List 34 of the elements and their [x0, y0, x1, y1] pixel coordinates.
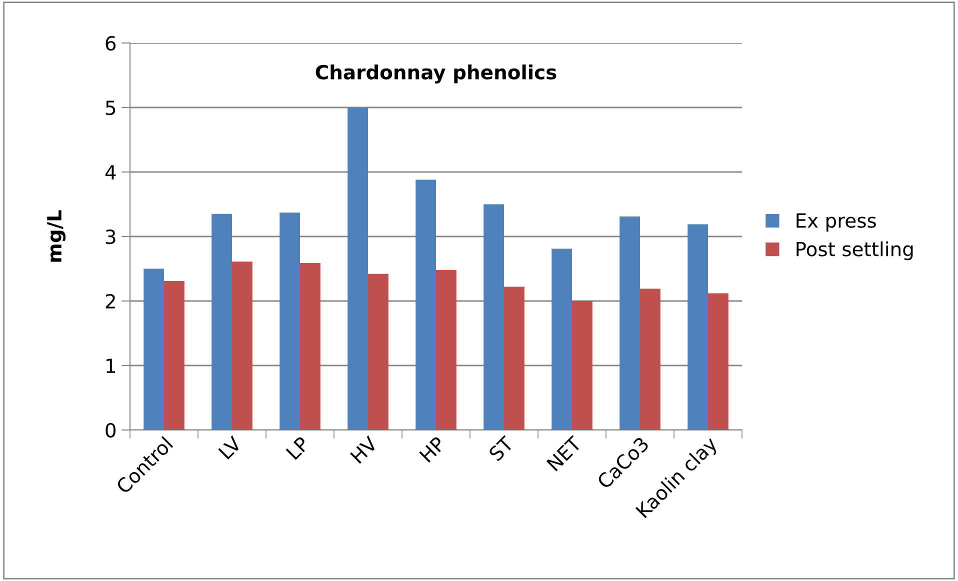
bar	[620, 216, 640, 430]
text: Chardonnay phenolics	[316, 64, 556, 84]
y-axis-title: mg/L	[47, 210, 66, 262]
bar	[484, 204, 504, 430]
x-tick-label: HP	[419, 436, 446, 463]
bar	[232, 262, 252, 430]
bar	[300, 262, 320, 430]
y-tick-label: 5	[106, 100, 116, 116]
y-tick-label: 3	[106, 229, 116, 244]
x-tick-label: LP	[286, 436, 310, 460]
x-tick-label: HV	[350, 435, 378, 464]
bar	[572, 301, 592, 430]
bar	[436, 270, 456, 430]
y-tick-label: 1	[106, 358, 116, 373]
bar	[708, 293, 728, 430]
x-tick-label: ST	[488, 435, 515, 462]
bar	[504, 286, 524, 430]
bar	[368, 274, 388, 430]
x-tick-label: LV	[218, 435, 242, 460]
bar	[280, 212, 300, 430]
bar	[144, 268, 164, 430]
bar	[212, 214, 232, 430]
bar	[640, 288, 660, 430]
bar	[552, 248, 572, 430]
legend-label: Ex press	[796, 213, 876, 232]
bar	[164, 281, 184, 430]
y-tick-label: 4	[105, 165, 116, 180]
y-tick-label: 6	[106, 36, 116, 51]
bar	[348, 108, 368, 430]
bar	[688, 224, 708, 430]
y-tick-label: 0	[106, 422, 116, 438]
legend-label: Post settling	[796, 241, 913, 260]
y-tick-label: 2	[106, 294, 115, 308]
bar	[416, 180, 436, 430]
